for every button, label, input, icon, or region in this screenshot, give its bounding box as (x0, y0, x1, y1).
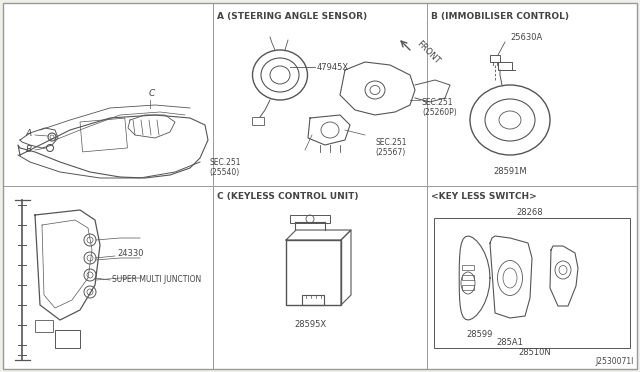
Bar (252, 117, 264, 125)
Text: 25630A: 25630A (510, 33, 542, 42)
Text: 285A1: 285A1 (497, 338, 524, 347)
Text: <KEY LESS SWITCH>: <KEY LESS SWITCH> (431, 192, 537, 201)
Bar (35, 320, 53, 332)
Text: J2530071I: J2530071I (596, 357, 634, 366)
Text: 24330: 24330 (117, 250, 143, 259)
Text: 28599: 28599 (467, 330, 493, 339)
Bar (462, 275, 474, 280)
Text: FRONT: FRONT (415, 39, 442, 65)
Text: SEC.251
(25540): SEC.251 (25540) (209, 158, 241, 177)
Bar (286, 240, 341, 305)
Text: C (KEYLESS CONTROL UNIT): C (KEYLESS CONTROL UNIT) (217, 192, 358, 201)
Text: SUPER MULTI JUNCTION: SUPER MULTI JUNCTION (112, 276, 201, 285)
Text: 28595X: 28595X (294, 320, 326, 329)
Text: B: B (26, 145, 32, 154)
Bar (302, 295, 324, 305)
Text: C: C (149, 89, 155, 98)
Bar (434, 218, 630, 348)
Bar (55, 330, 80, 348)
Text: SEC.251
(25567): SEC.251 (25567) (375, 138, 406, 157)
Bar (498, 62, 512, 70)
Bar (490, 55, 500, 62)
Text: SEC.251
(25260P): SEC.251 (25260P) (422, 98, 457, 118)
Text: B (IMMOBILISER CONTROL): B (IMMOBILISER CONTROL) (431, 12, 569, 21)
Text: 28268: 28268 (516, 208, 543, 217)
Text: 28591M: 28591M (493, 167, 527, 176)
Text: A (STEERING ANGLE SENSOR): A (STEERING ANGLE SENSOR) (217, 12, 367, 21)
Bar (462, 285, 474, 290)
Text: 47945X: 47945X (317, 62, 349, 71)
Text: 28510N: 28510N (518, 348, 552, 357)
Text: A: A (26, 128, 32, 138)
Bar (290, 215, 330, 223)
Bar (462, 265, 474, 270)
Bar (80, 118, 127, 152)
